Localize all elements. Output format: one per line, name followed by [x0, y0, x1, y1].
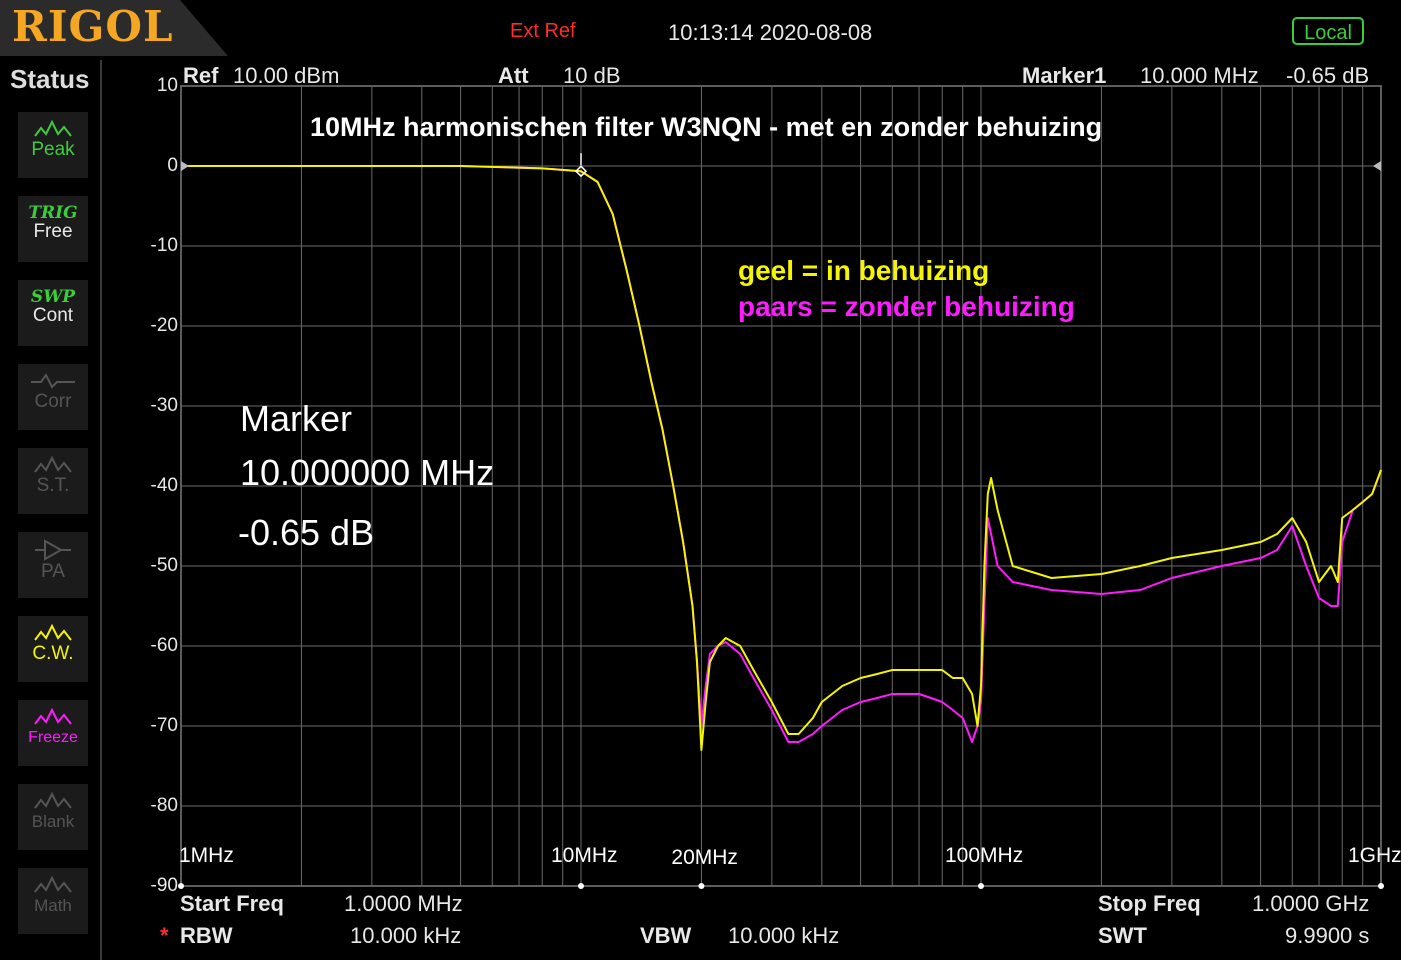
x-tick-label: 10MHz: [551, 844, 618, 867]
marker1-diamond: [574, 165, 588, 178]
status-freeze[interactable]: Freeze: [18, 700, 88, 766]
att-label: Att: [498, 63, 529, 88]
x-tick-dot: [1378, 883, 1384, 889]
vbw-label: VBW: [640, 923, 692, 948]
status-swp-title: SWP: [30, 287, 76, 307]
chart-title: 10MHz harmonischen filter W3NQN - met en…: [310, 112, 1103, 142]
status-corr[interactable]: Corr: [18, 364, 88, 430]
x-tick-label: 1MHz: [179, 844, 234, 867]
status-math-label: Math: [34, 896, 72, 915]
y-tick-label: -10: [150, 235, 178, 256]
marker1-level: -0.65 dB: [1286, 63, 1370, 88]
clear-write-icon: [34, 623, 72, 641]
trace-yellow: [181, 165, 1382, 751]
y-tick-label: 10: [156, 75, 178, 96]
stop-freq-value[interactable]: 1.0000 GHz: [1252, 891, 1370, 916]
legend-yellow: geel = in behuizing: [738, 255, 990, 286]
y-tick-label: -80: [150, 795, 178, 816]
x-tick-label: 20MHz: [671, 846, 738, 869]
blank-icon: [34, 791, 72, 809]
status-pa[interactable]: PA: [18, 532, 88, 598]
start-freq-label: Start Freq: [180, 891, 284, 916]
legend-magenta: paars = zonder behuizing: [738, 291, 1075, 322]
x-tick-label: 100MHz: [945, 844, 1024, 867]
x-tick-label: 1GHz: [1348, 844, 1401, 867]
status-peak-label: Peak: [31, 139, 75, 160]
signal-tracking-icon: [34, 455, 72, 473]
rbw-value[interactable]: 10.000 kHz: [350, 923, 462, 948]
marker1-freq: 10.000 MHz: [1140, 63, 1259, 88]
status-math[interactable]: Math: [18, 868, 88, 934]
marker-annotation-title: Marker: [240, 398, 353, 439]
y-tick-label: -90: [150, 875, 178, 896]
status-blank[interactable]: Blank: [18, 784, 88, 850]
ref-level-arrow-left: [181, 161, 189, 171]
status-title: Status: [10, 64, 90, 94]
status-swp[interactable]: SWP Cont: [18, 280, 88, 346]
y-tick-label: -20: [150, 315, 178, 336]
y-tick-label: -60: [150, 635, 178, 656]
y-tick-label: -40: [150, 475, 178, 496]
rbw-manual-star: *: [160, 923, 169, 948]
status-corr-label: Corr: [34, 391, 72, 412]
rigol-logo: RIGOL: [12, 2, 174, 51]
ref-label: Ref: [183, 63, 219, 88]
status-st-label: S.T.: [36, 475, 70, 496]
y-tick-label: -30: [150, 395, 178, 416]
status-blank-label: Blank: [31, 812, 75, 831]
x-tick-dot: [698, 883, 705, 889]
status-swp-label: Cont: [32, 305, 74, 326]
ext-ref-indicator: Ext Ref: [510, 20, 576, 42]
ref-value[interactable]: 10.00 dBm: [233, 63, 340, 88]
ref-level-arrow-right: [1373, 161, 1381, 171]
swt-value[interactable]: 9.9900 s: [1285, 923, 1370, 948]
y-tick-label: 0: [167, 155, 178, 176]
rbw-label: RBW: [180, 923, 233, 948]
status-st[interactable]: S.T.: [18, 448, 88, 514]
status-peak[interactable]: Peak: [18, 112, 88, 178]
marker-annotation-freq: 10.000000 MHz: [240, 452, 495, 493]
start-freq-value[interactable]: 1.0000 MHz: [344, 891, 463, 916]
marker1-label: Marker1: [1022, 63, 1107, 88]
status-pa-label: PA: [41, 561, 65, 582]
peak-waveform-icon: [34, 119, 72, 137]
local-button[interactable]: Local: [1292, 17, 1364, 45]
status-trig[interactable]: TRIG Free: [18, 196, 88, 262]
status-cw[interactable]: C.W.: [18, 616, 88, 682]
y-tick-label: -50: [150, 555, 178, 576]
sidebar-divider: [100, 60, 102, 960]
status-freeze-label: Freeze: [28, 729, 78, 746]
vbw-value[interactable]: 10.000 kHz: [728, 923, 840, 948]
preamp-icon: [35, 539, 71, 561]
status-trig-title: TRIG: [28, 203, 78, 223]
math-icon: [34, 875, 72, 893]
x-tick-dot: [578, 883, 584, 889]
status-trig-label: Free: [33, 221, 73, 242]
att-value[interactable]: 10 dB: [563, 63, 621, 88]
stop-freq-label: Stop Freq: [1098, 891, 1201, 916]
freeze-icon: [34, 707, 72, 725]
x-tick-dot: [178, 883, 184, 889]
status-cw-label: C.W.: [32, 643, 74, 664]
swt-label: SWT: [1098, 923, 1147, 948]
y-tick-label: -70: [150, 715, 178, 736]
datetime-display: 10:13:14 2020-08-08: [668, 20, 873, 45]
correction-icon: [31, 373, 75, 389]
marker-annotation-level: -0.65 dB: [238, 512, 375, 553]
x-tick-dot: [978, 883, 984, 889]
